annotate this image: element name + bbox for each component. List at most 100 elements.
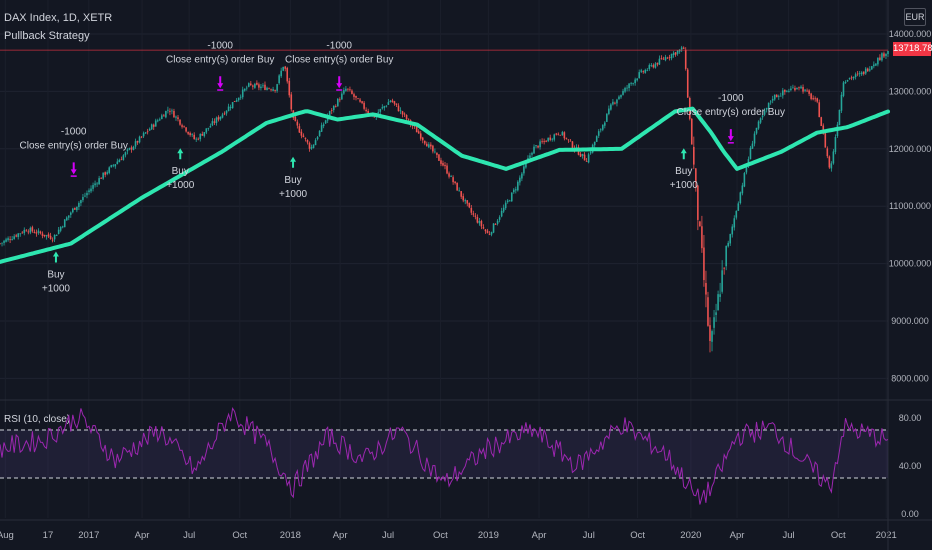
candle-body: [262, 85, 264, 87]
candle-body: [302, 135, 305, 138]
candle-body: [181, 125, 183, 127]
candle-body: [43, 234, 46, 237]
candle-body: [648, 65, 651, 69]
candle-body: [421, 137, 424, 141]
candle-body: [345, 88, 347, 91]
candle-body: [581, 153, 584, 156]
candle-body: [674, 52, 677, 55]
buy-arrow-icon: [680, 148, 687, 160]
candle-body: [654, 63, 657, 68]
time-tick-label: 2017: [78, 530, 99, 541]
candle-body: [452, 177, 454, 183]
candle-body: [104, 172, 106, 175]
candle-body: [852, 76, 855, 79]
candles: [0, 45, 889, 353]
candle-body: [90, 188, 92, 192]
candle-body: [211, 121, 214, 126]
symbol-title: DAX Index, 1D, XETR: [4, 12, 113, 24]
buy-label: Buy: [47, 270, 64, 281]
candle-body: [553, 134, 556, 140]
candle-body: [533, 146, 535, 154]
time-tick-label: Jul: [583, 530, 595, 541]
candle-body: [567, 139, 570, 141]
candle-body: [112, 165, 115, 167]
candle-body: [286, 67, 289, 82]
candle-body: [322, 124, 325, 127]
candle-body: [403, 113, 406, 115]
candle-body: [314, 140, 317, 146]
candle-body: [63, 219, 66, 228]
candle-body: [442, 163, 444, 166]
candle-body: [618, 96, 620, 100]
last-price-badge: 13718.780: [893, 42, 932, 56]
candle-body: [353, 94, 355, 97]
close-label: Close entry(s) order Buy: [285, 54, 393, 65]
candle-body: [231, 102, 234, 109]
candle-body: [693, 146, 695, 165]
candle-body: [743, 173, 746, 187]
candle-body: [470, 207, 473, 213]
candle-body: [593, 141, 596, 146]
candle-body: [361, 101, 363, 104]
candle-body: [86, 193, 88, 196]
candle-body: [179, 119, 181, 125]
candle-body: [217, 117, 220, 120]
price-tick-label: 9000.000: [891, 316, 929, 326]
candle-body: [537, 145, 539, 148]
time-tick-label: Aug: [0, 530, 14, 541]
candle-body: [110, 165, 113, 168]
candle-body: [883, 53, 885, 57]
candle-body: [304, 137, 307, 139]
candle-body: [482, 227, 485, 229]
candle-body: [298, 126, 301, 133]
candle-body: [652, 65, 655, 68]
candle-body: [47, 234, 50, 237]
candle-body: [260, 86, 262, 89]
candle-body: [207, 127, 210, 129]
candle-body: [134, 141, 137, 147]
candle-body: [144, 132, 147, 134]
candle-body: [136, 141, 139, 143]
candle-body: [515, 189, 517, 191]
candle-body: [597, 131, 600, 136]
currency-button[interactable]: EUR: [904, 8, 926, 26]
candle-body: [266, 87, 268, 91]
candle-body: [108, 167, 111, 173]
candle-body: [355, 95, 357, 98]
time-tick-label: 2021: [876, 530, 897, 541]
candle-body: [642, 71, 645, 73]
candle-body: [666, 57, 669, 59]
candle-body: [365, 109, 367, 112]
candle-body: [866, 68, 869, 72]
candle-body: [517, 181, 519, 191]
candle-body: [430, 144, 432, 147]
close-label: Close entry(s) order Buy: [20, 140, 128, 151]
candle-body: [885, 53, 887, 57]
candle-body: [288, 80, 291, 96]
rsi-line: [0, 407, 889, 505]
candle-body: [195, 138, 198, 140]
price-tick-label: 8000.000: [891, 373, 929, 383]
candle-body: [622, 90, 624, 95]
candle-body: [138, 136, 141, 143]
candle-body: [31, 227, 34, 232]
candle-body: [709, 325, 711, 341]
candle-body: [61, 226, 64, 228]
candle-body: [235, 100, 238, 102]
candle-body: [462, 196, 465, 201]
candle-body: [332, 105, 335, 111]
rsi-tick-label: 80.00: [899, 413, 922, 423]
candle-body: [494, 224, 497, 225]
candle-body: [55, 234, 58, 236]
buy-quantity: +1000: [279, 189, 308, 200]
candle-body: [381, 107, 384, 109]
rsi-title: RSI (10, close): [4, 414, 70, 425]
candle-body: [177, 117, 179, 120]
sell-marker: [336, 89, 343, 91]
candle-body: [258, 84, 260, 88]
candle-body: [784, 89, 786, 92]
candle-body: [102, 172, 104, 179]
price-tick-label: 11000.000: [889, 201, 931, 211]
candle-body: [812, 98, 814, 100]
